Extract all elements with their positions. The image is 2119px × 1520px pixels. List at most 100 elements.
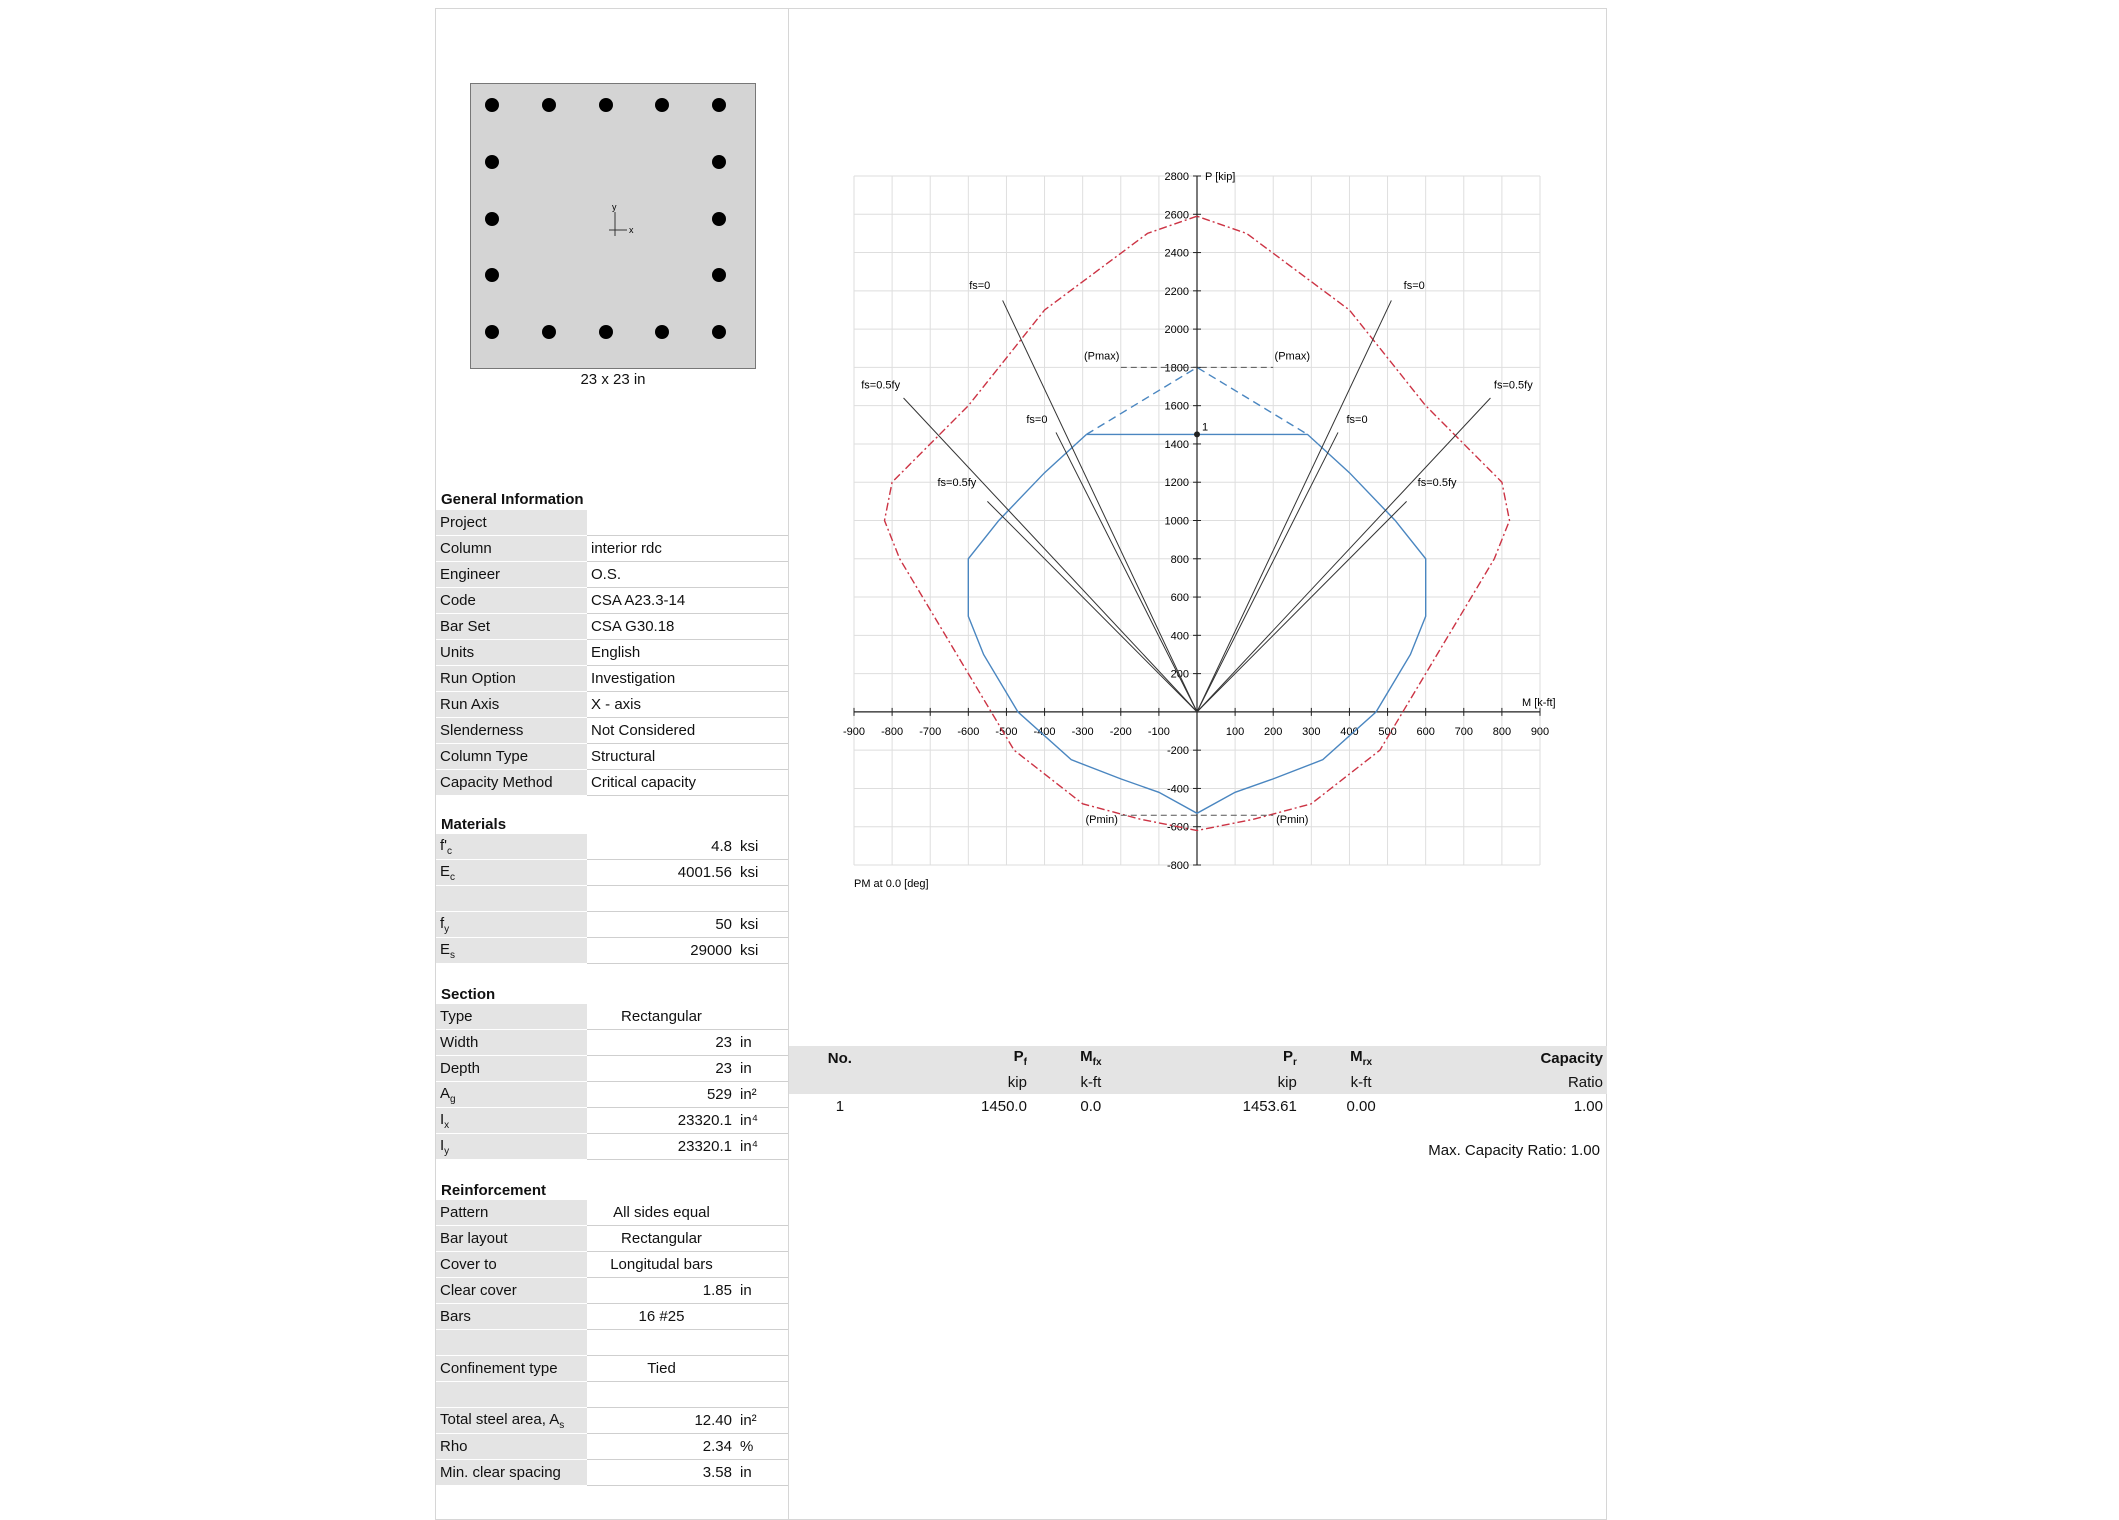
row-value: O.S. [587, 561, 788, 588]
chart-annotation: fs=0 [1404, 280, 1425, 292]
x-tick-label: -700 [919, 726, 941, 738]
chart-annotation: fs=0.5fy [937, 477, 976, 489]
row-value: 12.40 [587, 1407, 740, 1434]
x-tick-label: 400 [1340, 726, 1358, 738]
row-unit [740, 1004, 788, 1030]
row-unit [740, 885, 788, 912]
info-row: Column Type Structural [436, 743, 788, 770]
row-label: Engineer [436, 561, 587, 588]
row-label [436, 1329, 587, 1356]
row-label: Type [436, 1004, 587, 1030]
info-row: Type Rectangular [436, 1004, 788, 1030]
results-header: Capacity [1421, 1046, 1607, 1070]
general-info-title: General Information [441, 491, 584, 508]
y-tick-label: 800 [1171, 554, 1189, 566]
rebar-dot [712, 211, 726, 226]
pm-interaction-diagram: -900 -800 -700 -600 -500 -400 -300 -200 -100 100 2… [843, 171, 1556, 890]
row-unit: in [740, 1055, 788, 1082]
info-row: Total steel area, As 12.40 in² [436, 1407, 788, 1434]
row-label: Confinement type [436, 1355, 587, 1382]
y-tick-label: 600 [1171, 592, 1189, 604]
row-value: English [587, 639, 788, 666]
x-tick-label: 300 [1302, 726, 1320, 738]
y-tick-label: 1800 [1165, 362, 1189, 374]
x-tick-label: -800 [881, 726, 903, 738]
results-cell: 0.0 [1080, 1097, 1102, 1115]
info-row: Bar layout Rectangular [436, 1225, 788, 1252]
rebar-dot [712, 98, 726, 112]
results-unit: Ratio [1421, 1070, 1607, 1094]
row-unit: in [740, 1459, 788, 1486]
row-unit: ksi [740, 859, 788, 886]
row-unit: in⁴ [740, 1107, 788, 1134]
row-label: Min. clear spacing [436, 1459, 587, 1486]
x-tick-label: 800 [1493, 726, 1511, 738]
row-unit: in [740, 1029, 788, 1056]
row-value: Rectangular [587, 1225, 740, 1252]
y-axis-label: P [kip] [1205, 171, 1235, 183]
row-label: Units [436, 639, 587, 666]
info-row: Clear cover 1.85 in [436, 1277, 788, 1304]
y-tick-label: -800 [1167, 860, 1189, 872]
row-value: Investigation [587, 665, 788, 692]
section-title: Section [441, 986, 496, 1003]
row-label: f'c [436, 834, 587, 860]
row-unit: ksi [740, 911, 788, 938]
row-label: Total steel area, As [436, 1407, 587, 1434]
info-row: Units English [436, 639, 788, 666]
info-row: Bars 16 #25 [436, 1303, 788, 1330]
info-row: Ix 23320.1 in⁴ [436, 1107, 788, 1134]
row-label [436, 885, 587, 912]
row-value: 4001.56 [587, 859, 740, 886]
row-label: Capacity Method [436, 769, 587, 796]
chart-annotation: (Pmin) [1086, 814, 1118, 826]
results-cell: 0.00 [1346, 1097, 1376, 1115]
results-cell: 1.00 [1573, 1097, 1603, 1115]
x-tick-label: -900 [843, 726, 865, 738]
row-value: 2.34 [587, 1433, 740, 1460]
row-label: Column [436, 535, 587, 562]
info-row: Column interior rdc [436, 535, 788, 562]
results-header: Mfx [1030, 1046, 1151, 1070]
y-tick-label: 1000 [1165, 516, 1189, 528]
reinforcement-table: Pattern All sides equal Bar layout Rectangu… [436, 1200, 788, 1486]
x-tick-label: -500 [995, 726, 1017, 738]
row-label: Project [436, 510, 587, 536]
row-unit: % [740, 1433, 788, 1460]
row-label [436, 1381, 587, 1408]
info-row: Min. clear spacing 3.58 in [436, 1459, 788, 1486]
info-row: Confinement type Tied [436, 1355, 788, 1382]
row-value: X - axis [587, 691, 788, 718]
row-value: 529 [587, 1081, 740, 1108]
row-unit: in² [740, 1081, 788, 1108]
row-value: All sides equal [587, 1200, 740, 1226]
axis-x-label: x [629, 225, 634, 235]
results-header: Pf [890, 1046, 1031, 1070]
strain-ray [1196, 300, 1392, 713]
rebar-dot [655, 325, 670, 339]
rebar-dot [655, 98, 670, 112]
materials-title: Materials [441, 816, 507, 833]
chart-annotation: fs=0 [969, 280, 990, 292]
row-value: interior rdc [587, 535, 788, 562]
row-value: Rectangular [587, 1004, 740, 1030]
rebar-dot [485, 325, 499, 339]
row-label: Ec [436, 859, 587, 886]
info-row: Width 23 in [436, 1029, 788, 1056]
row-label: Rho [436, 1433, 587, 1460]
y-tick-label: 2200 [1165, 286, 1189, 298]
row-unit: ksi [740, 834, 788, 860]
chart-annotation: (Pmax) [1084, 351, 1119, 363]
results-cell: 1453.61 [1242, 1097, 1297, 1115]
y-tick-label: 2000 [1165, 324, 1189, 336]
chart-annotation: fs=0.5fy [861, 379, 900, 391]
row-label: Clear cover [436, 1277, 587, 1304]
load-point [1194, 431, 1200, 438]
rebar-dot [712, 325, 726, 339]
rebar-dot [485, 268, 499, 283]
x-axis-label: M [k-ft] [1522, 697, 1556, 709]
row-label: Run Axis [436, 691, 587, 718]
y-tick-label: 2600 [1165, 209, 1189, 221]
row-label: Bar layout [436, 1225, 587, 1252]
